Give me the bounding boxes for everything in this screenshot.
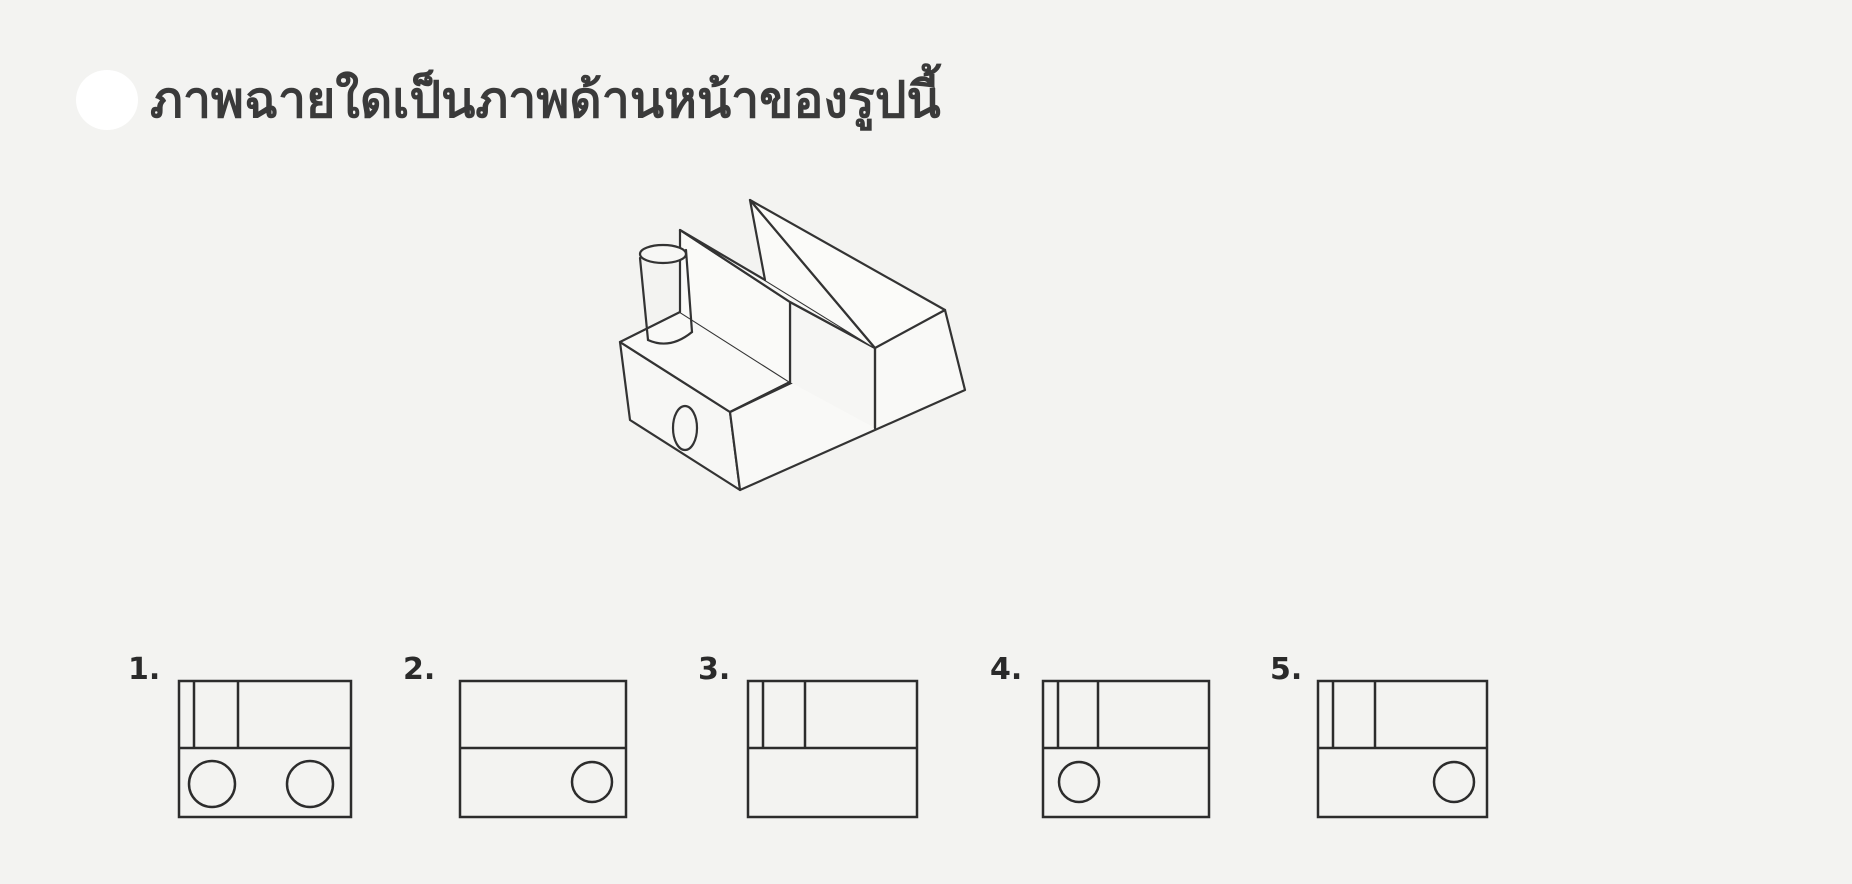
option-5-drawing[interactable]: [1316, 679, 1490, 820]
isometric-figure: [610, 190, 980, 500]
question-bullet: [76, 70, 138, 130]
option-5-right-circle-icon: [1432, 760, 1476, 804]
option-1-left-circle-icon: [187, 759, 237, 809]
option-5-number[interactable]: 5.: [1270, 652, 1303, 687]
option-3-drawing[interactable]: [746, 679, 920, 820]
option-3-number[interactable]: 3.: [698, 652, 731, 687]
option-1-number[interactable]: 1.: [128, 652, 161, 687]
option-2-drawing[interactable]: [458, 679, 629, 820]
option-2-number[interactable]: 2.: [403, 652, 436, 687]
question-text: ภาพฉายใดเป็นภาพด้านหน้าของรูปนี้: [150, 71, 941, 129]
option-2-right-circle-icon: [570, 760, 614, 804]
option-1-drawing[interactable]: [177, 679, 354, 820]
option-4-left-circle-icon: [1057, 760, 1101, 804]
option-1-right-circle-icon: [285, 759, 335, 809]
option-4-number[interactable]: 4.: [990, 652, 1023, 687]
option-4-drawing[interactable]: [1041, 679, 1212, 820]
